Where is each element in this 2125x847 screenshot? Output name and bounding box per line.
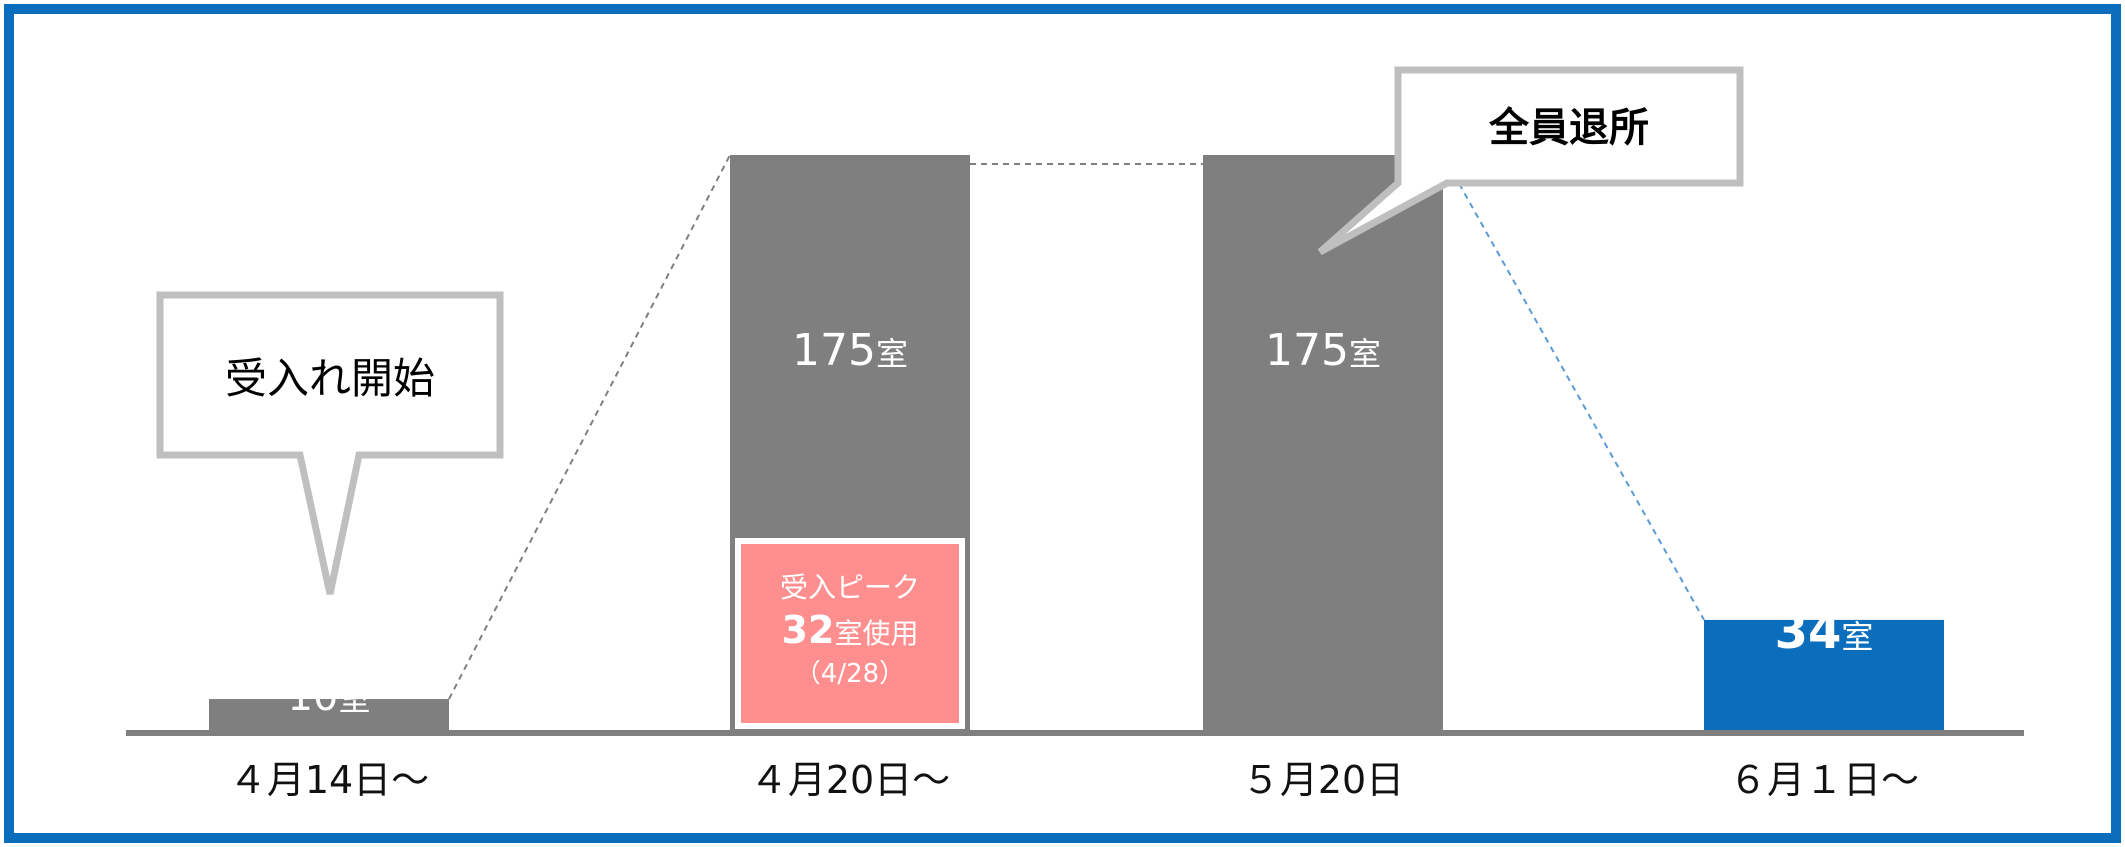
bar-value-unit-1: 室 bbox=[338, 680, 370, 718]
connector-line-3 bbox=[1442, 154, 1705, 621]
bar-4 bbox=[1704, 619, 1944, 732]
bar-1 bbox=[209, 699, 449, 732]
bar-value-number-3: 175 bbox=[1265, 325, 1349, 376]
peak-count: 32 bbox=[782, 608, 835, 652]
bar-3 bbox=[1203, 155, 1443, 732]
callout-text-end: 全員退所 bbox=[1488, 105, 1649, 151]
bar-value-unit-3: 室 bbox=[1349, 335, 1381, 373]
callout-bubble-start bbox=[156, 291, 504, 595]
callout-text-start: 受入れ開始 bbox=[225, 354, 435, 403]
category-label-3: ５月20日 bbox=[1242, 758, 1404, 802]
category-label-1: ４月14日～ bbox=[229, 758, 429, 802]
bar-value-label-3: 175室 bbox=[1265, 325, 1381, 376]
category-label-2: ４月20日～ bbox=[750, 758, 950, 802]
bar-value-unit-2: 室 bbox=[876, 335, 908, 373]
bar-value-number-2: 175 bbox=[792, 325, 876, 376]
bar-value-unit-4: 室 bbox=[1841, 618, 1873, 656]
bar-value-label-2: 175室 bbox=[792, 325, 908, 376]
peak-count-unit: 室使用 bbox=[834, 617, 918, 650]
callout-bubble-end bbox=[1317, 66, 1744, 256]
peak-line2: 32室使用 bbox=[782, 608, 919, 652]
peak-box bbox=[735, 538, 965, 729]
bar-value-number-4: 34 bbox=[1775, 604, 1842, 660]
bar-value-number-1: 10 bbox=[288, 674, 339, 720]
bar-value-label-1: 10室 bbox=[288, 674, 371, 720]
bar-value-label-4: 34室 bbox=[1775, 604, 1874, 660]
connector-line-1 bbox=[448, 154, 731, 700]
peak-line1: 受入ピーク bbox=[780, 571, 920, 604]
peak-date: （4/28） bbox=[795, 659, 905, 689]
chart-frame bbox=[4, 4, 2121, 843]
category-label-4: ６月１日～ bbox=[1729, 758, 1919, 802]
